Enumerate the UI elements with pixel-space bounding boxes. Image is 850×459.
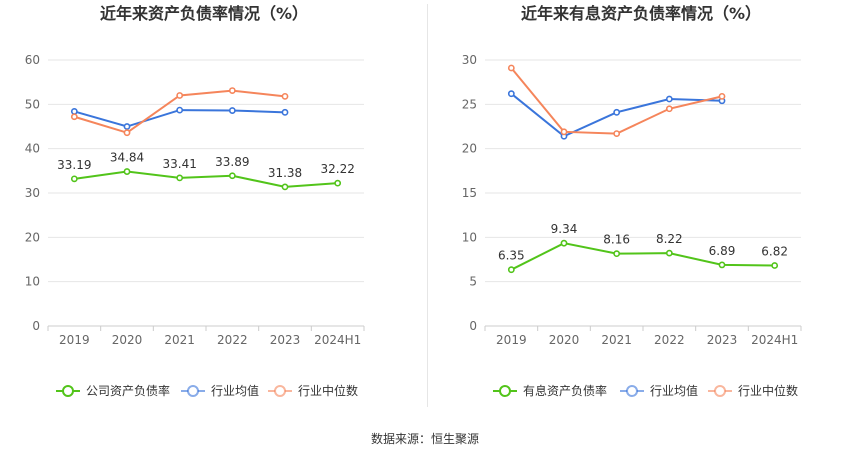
data-point-company: [176, 174, 184, 182]
legend-marker-company: [499, 385, 511, 397]
chart-debt-ratio: 近年来资产负债率情况（%） 0 10 20 30 40 50 60 2019 2020 2021 20…: [25, 4, 365, 398]
data-point-avg: [665, 95, 673, 103]
data-label: 32.22: [320, 162, 354, 176]
y-tick-label: 50: [25, 97, 40, 111]
data-point-avg: [228, 107, 236, 114]
data-label: 9.34: [551, 222, 578, 236]
x-tick-label: 2019: [59, 333, 90, 347]
y-tick-label: 20: [25, 230, 40, 244]
data-point-company: [560, 239, 568, 247]
series-line-median: [510, 67, 723, 135]
y-tick-label: 15: [462, 186, 477, 200]
data-point-avg: [70, 108, 78, 115]
x-tick-label: 2023: [270, 333, 301, 347]
series-line-company: [74, 170, 338, 188]
data-label: 8.16: [603, 233, 630, 247]
legend-label: 公司资产负债率: [86, 383, 170, 398]
chart-title: 近年来资产负债率情况（%）: [100, 4, 308, 23]
data-point-median: [123, 129, 131, 137]
y-tick-label: 0: [32, 319, 40, 333]
data-label: 6.35: [498, 249, 525, 263]
data-point-median: [70, 113, 78, 121]
data-point-median: [613, 130, 621, 137]
data-point-company: [70, 175, 78, 183]
x-tick-label: 2023: [707, 333, 738, 347]
y-tick-label: 25: [462, 97, 477, 111]
data-point-median: [718, 92, 726, 100]
x-tick-label: 2021: [601, 333, 632, 347]
data-point-company: [281, 183, 289, 191]
chart-interest-debt-ratio: 近年来有息资产负债率情况（%） 0 5 10 15 20 25 30 2019 2020 2021 2…: [462, 4, 802, 398]
y-tick-label: 40: [25, 142, 40, 156]
data-point-median: [665, 105, 673, 113]
data-point-median: [228, 87, 236, 94]
data-label: 34.84: [110, 151, 144, 165]
data-point-company: [123, 168, 131, 175]
legend-label: 行业均值: [650, 383, 698, 398]
x-tick-label: 2019: [496, 333, 527, 347]
y-tick-label: 30: [462, 53, 477, 67]
data-point-company: [665, 249, 673, 257]
data-point-avg: [281, 108, 289, 116]
y-tick-label: 5: [469, 275, 477, 289]
legend-marker-avg: [187, 385, 199, 397]
data-point-company: [771, 262, 779, 269]
data-point-avg: [507, 90, 515, 98]
x-tick-label: 2020: [549, 333, 580, 347]
legend-label: 有息资产负债率: [523, 383, 607, 398]
panel-divider: [427, 4, 428, 407]
x-tick-label: 2024H1: [751, 333, 798, 347]
data-point-median: [176, 92, 184, 99]
data-point-median: [560, 128, 568, 136]
data-point-company: [718, 261, 726, 269]
legend-label: 行业均值: [211, 383, 259, 398]
legend-marker-company: [62, 385, 74, 397]
data-label: 31.38: [268, 166, 302, 180]
data-label: 8.22: [656, 232, 683, 246]
legend-marker-median: [274, 385, 286, 397]
x-tick-label: 2022: [654, 333, 685, 347]
data-point-avg: [176, 106, 184, 114]
y-tick-label: 60: [25, 53, 40, 67]
x-tick-label: 2022: [217, 333, 248, 347]
data-point-company: [507, 266, 515, 274]
y-tick-label: 10: [25, 275, 40, 289]
legend-marker-avg: [626, 385, 638, 397]
data-label: 33.19: [57, 158, 91, 172]
data-label: 6.89: [709, 244, 736, 258]
data-label: 33.89: [215, 155, 249, 169]
legend-label: 行业中位数: [738, 383, 798, 398]
data-point-avg: [123, 123, 131, 130]
data-point-median: [507, 64, 515, 72]
legend-marker-median: [714, 385, 726, 397]
chart-title: 近年来有息资产负债率情况（%）: [521, 4, 761, 23]
data-point-median: [281, 92, 289, 100]
data-label: 6.82: [761, 245, 788, 259]
x-tick-label: 2024H1: [314, 333, 361, 347]
data-point-company: [334, 179, 342, 187]
x-tick-label: 2020: [112, 333, 143, 347]
y-tick-label: 30: [25, 186, 40, 200]
data-label: 33.41: [162, 157, 196, 171]
data-point-avg: [613, 108, 621, 116]
data-source-text: 数据来源：恒生聚源: [370, 432, 479, 446]
y-tick-label: 10: [462, 230, 477, 244]
data-point-company: [613, 250, 621, 258]
data-point-company: [228, 172, 236, 180]
y-tick-label: 20: [462, 142, 477, 156]
series-line-company: [510, 242, 775, 271]
y-tick-label: 0: [469, 319, 477, 333]
x-tick-label: 2021: [164, 333, 195, 347]
legend-label: 行业中位数: [298, 383, 358, 398]
